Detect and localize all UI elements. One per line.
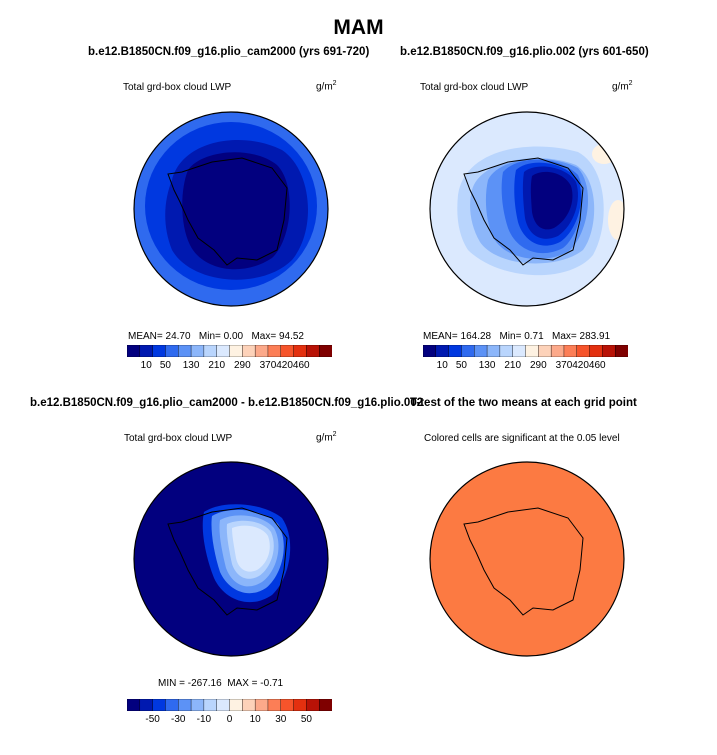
colorbar-swatch bbox=[602, 345, 616, 357]
colorbar-swatch bbox=[190, 345, 205, 357]
colorbar-tick-label: 370 bbox=[259, 360, 277, 371]
panel2-polar-map bbox=[429, 111, 625, 307]
colorbar-swatch bbox=[267, 345, 282, 357]
colorbar-swatch bbox=[152, 345, 166, 357]
colorbar-swatch bbox=[229, 699, 243, 711]
panel3-variable-label: Total grd-box cloud LWP bbox=[124, 433, 233, 444]
colorbar-swatch bbox=[216, 345, 231, 357]
colorbar-swatch bbox=[127, 345, 141, 357]
colorbar-swatch bbox=[165, 345, 179, 357]
colorbar-swatch bbox=[589, 345, 603, 357]
colorbar-tick-label: 10 bbox=[249, 714, 261, 725]
panel2-title: b.e12.B1850CN.f09_g16.plio.002 (yrs 601-… bbox=[400, 46, 649, 58]
panel1-units: g/m2 bbox=[316, 80, 337, 93]
colorbar-swatch bbox=[139, 345, 154, 357]
colorbar-swatch bbox=[216, 699, 231, 711]
colorbar-tick-label: 30 bbox=[275, 714, 287, 725]
panel1-title: b.e12.B1850CN.f09_g16.plio_cam2000 (yrs … bbox=[88, 46, 370, 58]
colorbar-tick-label: 460 bbox=[588, 360, 606, 371]
panel2-colorbar-labels: 10 50 130 210 290 370 420 460 bbox=[423, 360, 628, 372]
panel2-variable-label: Total grd-box cloud LWP bbox=[420, 82, 529, 93]
colorbar-tick-label: 0 bbox=[226, 714, 233, 725]
panel1-variable-label: Total grd-box cloud LWP bbox=[123, 82, 232, 93]
colorbar-swatch bbox=[267, 699, 282, 711]
colorbar-swatch bbox=[254, 345, 269, 357]
colorbar-swatch bbox=[242, 699, 256, 711]
colorbar-swatch bbox=[614, 345, 628, 357]
colorbar-swatch bbox=[139, 699, 154, 711]
colorbar-swatch bbox=[254, 699, 269, 711]
colorbar-tick-label: 50 bbox=[300, 714, 312, 725]
colorbar-swatch bbox=[448, 345, 462, 357]
panel3-colorbar bbox=[127, 699, 332, 711]
colorbar-swatch bbox=[525, 345, 539, 357]
colorbar-swatch bbox=[190, 699, 205, 711]
colorbar-swatch bbox=[318, 345, 332, 357]
colorbar-tick-label: 290 bbox=[529, 360, 547, 371]
panel1-colorbar-labels: 10 50 130 210 290 370 420 460 bbox=[127, 360, 332, 372]
figure-title: MAM bbox=[333, 16, 384, 39]
colorbar-tick-label: 290 bbox=[233, 360, 251, 371]
colorbar-tick-label: -50 bbox=[145, 714, 160, 725]
colorbar-tick-label: 130 bbox=[478, 360, 496, 371]
colorbar-tick-label: -10 bbox=[196, 714, 212, 725]
panel3-title: b.e12.B1850CN.f09_g16.plio_cam2000 - b.e… bbox=[30, 397, 424, 409]
panel3-stats: MIN = -267.16 MAX = -0.71 bbox=[158, 678, 284, 689]
colorbar-tick-label: 210 bbox=[504, 360, 522, 371]
colorbar-tick-label: 460 bbox=[292, 360, 310, 371]
colorbar-swatch bbox=[306, 345, 320, 357]
colorbar-swatch bbox=[563, 345, 578, 357]
colorbar-tick-label: 130 bbox=[182, 360, 200, 371]
colorbar-swatch bbox=[203, 699, 218, 711]
colorbar-tick-label: 420 bbox=[572, 360, 589, 371]
colorbar-swatch bbox=[203, 345, 218, 357]
panel2-units: g/m2 bbox=[612, 80, 633, 93]
panel3-units: g/m2 bbox=[316, 431, 337, 444]
colorbar-swatch bbox=[293, 699, 307, 711]
colorbar-swatch bbox=[280, 345, 295, 357]
panel2-stats: MEAN= 164.28 Min= 0.71 Max= 283.91 bbox=[423, 331, 611, 342]
colorbar-swatch bbox=[152, 699, 166, 711]
panel4-significance-map bbox=[429, 461, 625, 657]
panel3-colorbar-labels: -50 -30 -10 0 10 30 50 bbox=[127, 714, 332, 726]
colorbar-tick-label: 10 bbox=[436, 360, 448, 371]
colorbar-swatch bbox=[512, 345, 527, 357]
colorbar-swatch bbox=[127, 699, 141, 711]
colorbar-swatch bbox=[486, 345, 501, 357]
colorbar-swatch bbox=[293, 345, 307, 357]
panel1-polar-map bbox=[133, 111, 329, 307]
colorbar-tick-label: 50 bbox=[159, 360, 171, 371]
colorbar-swatch bbox=[178, 699, 192, 711]
colorbar-tick-label: -30 bbox=[171, 714, 186, 725]
colorbar-swatch bbox=[280, 699, 295, 711]
colorbar-tick-label: 10 bbox=[140, 360, 152, 371]
colorbar-swatch bbox=[474, 345, 488, 357]
panel3-polar-map bbox=[133, 461, 329, 657]
panel4-subtitle: Colored cells are significant at the 0.0… bbox=[424, 433, 620, 444]
colorbar-swatch bbox=[318, 699, 332, 711]
colorbar-swatch bbox=[499, 345, 514, 357]
colorbar-swatch bbox=[538, 345, 552, 357]
colorbar-swatch bbox=[306, 699, 320, 711]
colorbar-swatch bbox=[178, 345, 192, 357]
colorbar-swatch bbox=[461, 345, 475, 357]
panel1-stats: MEAN= 24.70 Min= 0.00 Max= 94.52 bbox=[128, 331, 304, 342]
colorbar-tick-label: 50 bbox=[455, 360, 467, 371]
colorbar-tick-label: 210 bbox=[208, 360, 226, 371]
panel1-colorbar bbox=[127, 345, 332, 357]
panel2-colorbar bbox=[423, 345, 628, 357]
colorbar-swatch bbox=[576, 345, 591, 357]
colorbar-swatch bbox=[550, 345, 565, 357]
panel4-title: T-test of the two means at each grid poi… bbox=[410, 397, 637, 409]
colorbar-swatch bbox=[242, 345, 256, 357]
colorbar-tick-label: 420 bbox=[276, 360, 293, 371]
colorbar-tick-label: 370 bbox=[555, 360, 573, 371]
colorbar-swatch bbox=[165, 699, 179, 711]
colorbar-swatch bbox=[229, 345, 243, 357]
colorbar-swatch bbox=[435, 345, 450, 357]
colorbar-swatch bbox=[423, 345, 437, 357]
